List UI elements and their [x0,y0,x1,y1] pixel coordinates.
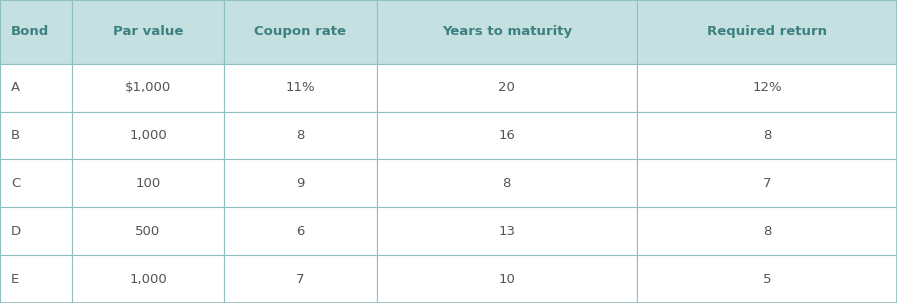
Bar [224,0,377,64]
Bar [377,0,637,64]
Text: 8: 8 [296,129,305,142]
Text: D: D [11,225,21,238]
Text: 13: 13 [499,225,515,238]
Bar [72,64,224,112]
Text: B: B [11,129,20,142]
Text: Years to maturity: Years to maturity [441,25,572,38]
Text: A: A [11,81,20,94]
Bar [0,0,72,64]
Text: 20: 20 [499,81,515,94]
Text: Required return: Required return [707,25,827,38]
Text: 7: 7 [762,177,771,190]
Bar [637,64,897,112]
Text: 8: 8 [502,177,511,190]
Text: 5: 5 [762,273,771,285]
Bar [0,112,72,159]
Bar [637,0,897,64]
Text: $1,000: $1,000 [125,81,171,94]
Bar [0,255,72,303]
Text: 100: 100 [135,177,161,190]
Text: Coupon rate: Coupon rate [255,25,346,38]
Bar [72,112,224,159]
Bar [637,159,897,207]
Bar [377,64,637,112]
Bar [0,64,72,112]
Bar [224,112,377,159]
Text: 11%: 11% [285,81,316,94]
Text: 7: 7 [296,273,305,285]
Bar [72,0,224,64]
Text: Par value: Par value [113,25,183,38]
Text: 9: 9 [296,177,305,190]
Text: 500: 500 [135,225,161,238]
Text: 16: 16 [499,129,515,142]
Bar [637,255,897,303]
Bar [0,159,72,207]
Bar [224,207,377,255]
Bar [224,255,377,303]
Bar [72,255,224,303]
Bar [377,159,637,207]
Text: 1,000: 1,000 [129,273,167,285]
Text: 10: 10 [499,273,515,285]
Bar [637,112,897,159]
Bar [0,207,72,255]
Text: 12%: 12% [752,81,782,94]
Bar [377,255,637,303]
Bar [377,207,637,255]
Text: E: E [11,273,19,285]
Text: Bond: Bond [11,25,49,38]
Bar [72,159,224,207]
Bar [637,207,897,255]
Text: 8: 8 [762,129,771,142]
Bar [224,64,377,112]
Text: 8: 8 [762,225,771,238]
Bar [224,159,377,207]
Text: C: C [11,177,20,190]
Text: 1,000: 1,000 [129,129,167,142]
Text: 6: 6 [296,225,305,238]
Bar [72,207,224,255]
Bar [377,112,637,159]
